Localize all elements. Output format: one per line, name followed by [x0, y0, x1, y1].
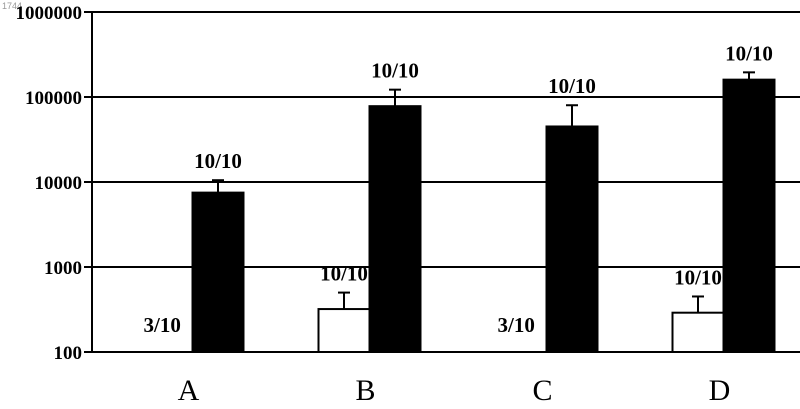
data-label: 3/10 [498, 313, 535, 337]
x-category-label: B [355, 374, 375, 407]
x-category-label: C [532, 374, 552, 407]
y-tick-label: 1000 [44, 258, 82, 279]
bar-light [319, 309, 370, 352]
y-tick-label: 100000 [25, 88, 82, 109]
x-category-label: A [178, 374, 200, 407]
data-label: 10/10 [194, 149, 242, 173]
x-category-label: D [709, 374, 731, 407]
bar-dark [547, 126, 598, 352]
y-tick-label: 100 [54, 343, 83, 364]
data-label: 10/10 [674, 265, 722, 289]
data-label: 10/10 [548, 74, 596, 98]
bar-dark [370, 106, 421, 352]
y-tick-label: 1000000 [16, 3, 83, 24]
data-label: 10/10 [320, 262, 368, 286]
y-tick-label: 10000 [35, 173, 83, 194]
bar-dark [193, 193, 244, 352]
bar-light [673, 313, 724, 352]
data-label: 3/10 [144, 313, 181, 337]
data-label: 10/10 [725, 41, 773, 65]
data-label: 10/10 [371, 59, 419, 83]
bar-dark [724, 80, 775, 352]
bars [193, 72, 775, 352]
